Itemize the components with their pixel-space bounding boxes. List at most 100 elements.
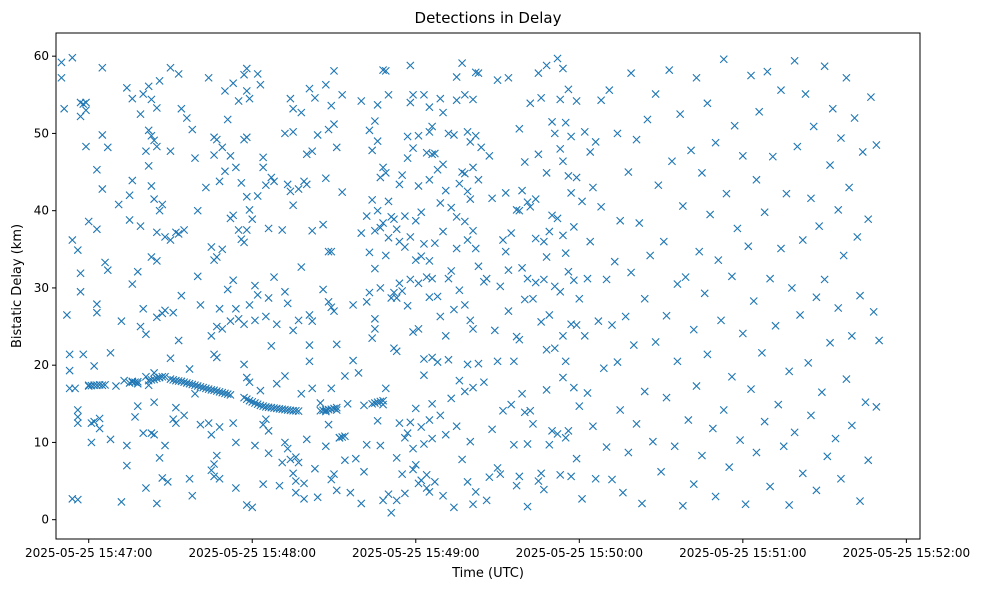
detection-marker bbox=[452, 96, 461, 105]
detection-marker bbox=[444, 355, 453, 364]
detection-marker bbox=[409, 327, 418, 336]
detection-marker bbox=[289, 326, 298, 335]
detection-marker bbox=[452, 73, 461, 82]
detection-marker bbox=[406, 418, 415, 427]
detection-marker bbox=[338, 433, 347, 442]
detection-marker bbox=[689, 480, 698, 489]
detection-marker bbox=[798, 236, 807, 245]
detection-marker bbox=[673, 357, 682, 366]
detection-marker bbox=[403, 132, 412, 141]
detection-marker bbox=[362, 440, 371, 449]
detection-marker bbox=[161, 306, 170, 315]
detection-marker bbox=[163, 477, 172, 486]
detection-marker bbox=[548, 117, 557, 126]
detection-marker bbox=[624, 168, 633, 177]
detection-marker bbox=[327, 247, 336, 256]
detection-marker bbox=[528, 294, 537, 303]
detection-marker bbox=[226, 317, 235, 326]
detection-marker bbox=[586, 237, 595, 246]
detection-marker bbox=[346, 488, 355, 497]
y-tick-label: 0 bbox=[41, 513, 49, 527]
detection-marker bbox=[166, 354, 175, 363]
detection-marker bbox=[73, 419, 82, 428]
detection-marker bbox=[646, 251, 655, 260]
detection-marker bbox=[463, 477, 472, 486]
x-tick-label: 2025-05-25 15:51:00 bbox=[679, 546, 806, 560]
detection-marker bbox=[237, 178, 246, 187]
detection-marker bbox=[409, 144, 418, 153]
detection-marker bbox=[229, 79, 238, 88]
detection-marker bbox=[152, 256, 161, 265]
detection-marker bbox=[152, 313, 161, 322]
detection-marker bbox=[395, 419, 404, 428]
detection-marker bbox=[286, 455, 295, 464]
detection-marker bbox=[561, 118, 570, 127]
detection-marker bbox=[62, 310, 71, 319]
detection-marker bbox=[229, 276, 238, 285]
detection-marker bbox=[782, 189, 791, 198]
detection-marker bbox=[125, 191, 134, 200]
detection-marker bbox=[430, 239, 439, 248]
detection-marker bbox=[545, 227, 554, 236]
detection-marker bbox=[428, 434, 437, 443]
detection-marker bbox=[231, 304, 240, 313]
detection-marker bbox=[474, 359, 483, 368]
detection-marker bbox=[280, 438, 289, 447]
detection-marker bbox=[196, 420, 205, 429]
detection-marker bbox=[106, 435, 115, 444]
detection-marker bbox=[185, 379, 194, 388]
detection-marker bbox=[651, 338, 660, 346]
detection-marker bbox=[436, 312, 445, 321]
detection-marker bbox=[599, 364, 608, 373]
detection-marker bbox=[381, 66, 390, 75]
detection-marker bbox=[520, 295, 529, 304]
detection-marker bbox=[81, 106, 90, 115]
detection-marker bbox=[564, 426, 573, 435]
detection-marker bbox=[332, 143, 341, 152]
detection-marker bbox=[528, 419, 537, 428]
detection-marker bbox=[518, 389, 527, 398]
detection-marker bbox=[760, 208, 769, 217]
detection-marker bbox=[234, 226, 243, 234]
detection-marker bbox=[785, 367, 794, 376]
detection-marker bbox=[392, 453, 401, 462]
detection-marker bbox=[591, 474, 600, 483]
detection-marker bbox=[98, 381, 107, 390]
detection-marker bbox=[147, 375, 156, 384]
detection-marker bbox=[245, 94, 254, 103]
detection-marker bbox=[659, 237, 668, 246]
detection-marker bbox=[362, 212, 371, 221]
detection-marker bbox=[534, 477, 543, 486]
detection-marker bbox=[169, 308, 178, 317]
detection-marker bbox=[384, 90, 393, 99]
detection-marker bbox=[436, 94, 445, 103]
detection-marker bbox=[103, 143, 112, 152]
detection-marker bbox=[188, 491, 197, 500]
detection-marker bbox=[488, 425, 497, 434]
detection-marker bbox=[578, 494, 587, 503]
detection-marker bbox=[793, 142, 802, 151]
detection-marker bbox=[640, 387, 649, 396]
detection-marker bbox=[567, 472, 576, 481]
detection-marker bbox=[185, 365, 194, 374]
detection-marker bbox=[627, 69, 636, 78]
detection-marker bbox=[245, 396, 254, 405]
detection-marker bbox=[523, 439, 532, 448]
detection-marker bbox=[335, 433, 344, 442]
detection-marker bbox=[583, 274, 592, 283]
detection-marker bbox=[469, 500, 477, 509]
detection-marker bbox=[558, 231, 567, 240]
detection-marker bbox=[471, 487, 480, 496]
detection-marker bbox=[294, 185, 303, 194]
detection-marker bbox=[114, 200, 123, 209]
detection-marker bbox=[155, 206, 164, 215]
detection-marker bbox=[248, 503, 257, 512]
detection-marker bbox=[449, 130, 458, 139]
detection-marker bbox=[602, 275, 611, 284]
detection-marker bbox=[223, 115, 232, 124]
detection-marker bbox=[828, 104, 837, 113]
detection-marker bbox=[610, 257, 619, 266]
detection-marker bbox=[376, 397, 385, 406]
detection-marker bbox=[248, 397, 257, 406]
detection-marker bbox=[324, 297, 333, 306]
